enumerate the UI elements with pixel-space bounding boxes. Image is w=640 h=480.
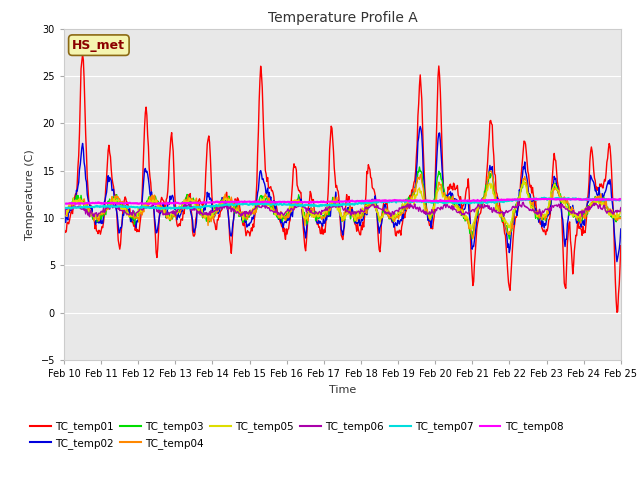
TC_temp04	[184, 193, 192, 199]
TC_temp07	[127, 204, 135, 209]
TC_temp03	[415, 164, 423, 170]
TC_temp07	[617, 197, 625, 203]
TC_temp07	[540, 195, 548, 201]
TC_temp08	[411, 198, 419, 204]
TC_temp06	[428, 210, 435, 216]
TC_temp02	[428, 225, 435, 230]
TC_temp06	[90, 214, 98, 220]
TC_temp05	[214, 206, 221, 212]
TC_temp03	[410, 192, 418, 198]
TC_temp06	[60, 204, 68, 210]
TC_temp06	[411, 201, 419, 207]
TC_temp01	[214, 217, 222, 223]
TC_temp01	[428, 226, 435, 231]
TC_temp01	[613, 310, 621, 315]
TC_temp03	[428, 215, 435, 221]
Text: HS_met: HS_met	[72, 39, 125, 52]
Y-axis label: Temperature (C): Temperature (C)	[25, 149, 35, 240]
Line: TC_temp05: TC_temp05	[64, 181, 621, 229]
TC_temp02	[60, 221, 68, 227]
TC_temp08	[428, 198, 435, 204]
TC_temp06	[70, 205, 78, 211]
Line: TC_temp01: TC_temp01	[64, 54, 621, 312]
TC_temp04	[127, 211, 135, 217]
TC_temp08	[127, 201, 135, 206]
TC_temp05	[520, 179, 527, 184]
Legend: TC_temp01, TC_temp02, TC_temp03, TC_temp04, TC_temp05, TC_temp06, TC_temp07, TC_: TC_temp01, TC_temp02, TC_temp03, TC_temp…	[30, 421, 563, 448]
TC_temp06	[214, 205, 222, 211]
Line: TC_temp02: TC_temp02	[64, 126, 621, 262]
TC_temp04	[70, 200, 78, 205]
TC_temp05	[60, 213, 68, 219]
TC_temp05	[70, 202, 78, 208]
Line: TC_temp08: TC_temp08	[64, 199, 621, 204]
TC_temp08	[532, 196, 540, 202]
TC_temp06	[128, 212, 136, 218]
TC_temp01	[617, 243, 625, 249]
TC_temp02	[417, 123, 424, 129]
TC_temp07	[428, 200, 435, 205]
TC_temp04	[60, 213, 68, 219]
TC_temp03	[60, 213, 68, 218]
TC_temp04	[426, 216, 434, 222]
TC_temp01	[79, 51, 86, 57]
TC_temp06	[617, 205, 625, 211]
TC_temp07	[156, 206, 164, 212]
TC_temp08	[60, 201, 68, 207]
TC_temp03	[617, 214, 625, 219]
Line: TC_temp03: TC_temp03	[64, 167, 621, 239]
TC_temp02	[613, 259, 621, 264]
TC_temp07	[411, 198, 419, 204]
TC_temp01	[411, 178, 419, 183]
TC_temp05	[467, 227, 475, 232]
TC_temp03	[184, 196, 192, 202]
TC_temp04	[410, 191, 418, 196]
TC_temp05	[410, 202, 418, 207]
X-axis label: Time: Time	[329, 384, 356, 395]
TC_temp05	[184, 199, 192, 205]
TC_temp04	[469, 236, 477, 241]
TC_temp06	[185, 201, 193, 206]
TC_temp01	[60, 230, 68, 236]
TC_temp07	[185, 205, 193, 211]
TC_temp02	[184, 196, 192, 202]
TC_temp02	[214, 209, 221, 215]
TC_temp05	[617, 207, 625, 213]
TC_temp07	[60, 205, 68, 211]
TC_temp01	[185, 192, 193, 198]
TC_temp03	[214, 207, 221, 213]
Title: Temperature Profile A: Temperature Profile A	[268, 11, 417, 25]
TC_temp08	[185, 200, 193, 206]
TC_temp06	[514, 198, 522, 204]
TC_temp07	[214, 203, 222, 209]
TC_temp03	[70, 198, 78, 204]
TC_temp02	[617, 226, 625, 232]
TC_temp01	[128, 220, 136, 226]
Line: TC_temp04: TC_temp04	[64, 171, 621, 239]
TC_temp08	[70, 201, 78, 206]
Line: TC_temp07: TC_temp07	[64, 198, 621, 209]
TC_temp08	[617, 196, 625, 202]
TC_temp08	[214, 200, 222, 205]
TC_temp05	[426, 217, 434, 223]
TC_temp02	[127, 218, 135, 224]
TC_temp02	[70, 200, 78, 205]
TC_temp01	[70, 200, 78, 206]
Line: TC_temp06: TC_temp06	[64, 201, 621, 217]
TC_temp02	[410, 189, 418, 194]
TC_temp04	[487, 168, 495, 174]
TC_temp03	[506, 236, 513, 242]
TC_temp04	[617, 215, 625, 220]
TC_temp08	[152, 202, 159, 207]
TC_temp03	[127, 215, 135, 221]
TC_temp04	[214, 208, 221, 214]
TC_temp05	[127, 214, 135, 219]
TC_temp07	[70, 204, 78, 210]
